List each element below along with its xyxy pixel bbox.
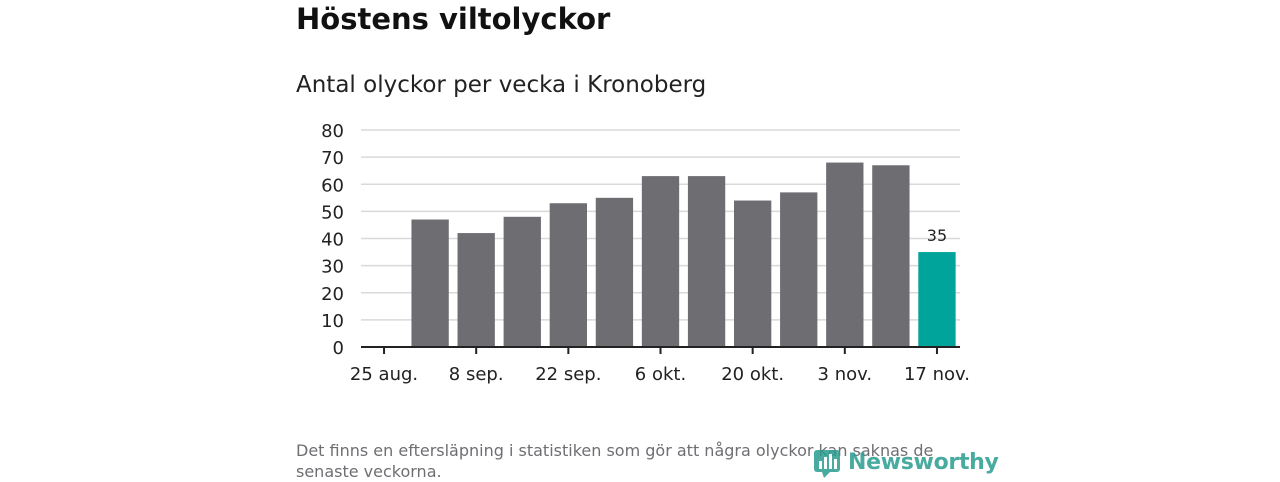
x-tick-label: 25 aug. [350, 364, 418, 385]
y-tick-label: 50 [321, 202, 344, 223]
y-tick-label: 40 [321, 230, 344, 251]
y-tick-label: 30 [321, 257, 344, 278]
footnote: Det finns en eftersläpning i statistiken… [296, 441, 934, 481]
x-tick-label: 6 okt. [635, 364, 686, 385]
newsworthy-logo: Newsworthy [814, 446, 999, 478]
data-label: 35 [927, 226, 947, 245]
bar-v40 [595, 197, 634, 347]
data-labels: 35 [927, 226, 947, 245]
bar-v41 [641, 176, 680, 347]
x-tick-label: 20 okt. [721, 364, 784, 385]
x-axis: 25 aug. 8 sep. 22 sep. 6 okt. 20 okt. 3 nov. 1… [350, 346, 970, 385]
x-tick-label: 22 sep. [535, 364, 601, 385]
chart-subtitle: Antal olyckor per vecka i Kronoberg [296, 72, 707, 98]
bar-v36 [411, 219, 449, 347]
bar-v37 [457, 233, 495, 347]
y-tick-label: 60 [321, 175, 344, 196]
x-tick-label: 8 sep. [449, 364, 504, 385]
y-tick-label: 70 [321, 148, 344, 169]
bar-v45 [826, 162, 864, 347]
bar-v43 [733, 200, 772, 347]
y-tick-label: 20 [321, 284, 344, 305]
x-tick-label: 3 nov. [818, 364, 873, 385]
bar-v39 [549, 203, 588, 347]
logo-text: Newsworthy [848, 449, 999, 475]
y-tick-label: 0 [333, 338, 344, 359]
bar-chart: 0 10 20 30 40 50 60 70 80 35 25 aug. 8 sep. 22 sep… [321, 121, 970, 385]
bar-v44 [780, 192, 818, 347]
bars [411, 162, 956, 347]
bar-v47 [918, 252, 956, 347]
bar-chart-icon [814, 450, 840, 478]
y-axis-ticks: 0 10 20 30 40 50 60 70 80 [321, 121, 344, 359]
bar-v42 [687, 176, 726, 347]
y-tick-label: 80 [321, 121, 344, 142]
x-tick-label: 17 nov. [904, 364, 970, 385]
bar-v38 [503, 216, 541, 347]
y-tick-label: 10 [321, 311, 344, 332]
chart-title: Höstens viltolyckor [296, 2, 611, 36]
bar-v46 [872, 165, 910, 347]
chart-container: Höstens viltolyckor Antal olyckor per ve… [296, 0, 999, 481]
